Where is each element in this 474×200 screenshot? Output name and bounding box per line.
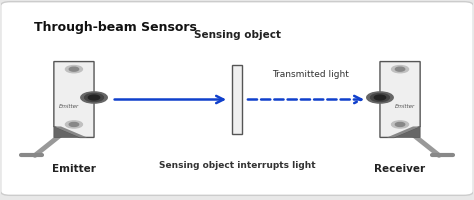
Polygon shape	[380, 62, 420, 138]
Text: Receiver: Receiver	[374, 164, 426, 174]
Circle shape	[395, 123, 405, 127]
Circle shape	[88, 96, 100, 100]
Circle shape	[392, 66, 409, 73]
Text: Emitter: Emitter	[59, 103, 79, 108]
Text: Transmitted light: Transmitted light	[272, 70, 349, 79]
Circle shape	[371, 94, 390, 102]
Text: Through-beam Sensors: Through-beam Sensors	[34, 21, 197, 33]
FancyBboxPatch shape	[0, 3, 474, 195]
Circle shape	[84, 94, 103, 102]
Polygon shape	[54, 127, 80, 138]
Text: Sensing object: Sensing object	[193, 29, 281, 39]
Polygon shape	[394, 127, 420, 138]
Text: Emitter: Emitter	[52, 164, 96, 174]
Polygon shape	[387, 127, 420, 138]
Polygon shape	[54, 127, 87, 138]
FancyBboxPatch shape	[232, 65, 242, 135]
Circle shape	[81, 92, 107, 104]
Text: Emitter: Emitter	[395, 103, 415, 108]
Circle shape	[392, 121, 409, 128]
Circle shape	[65, 66, 82, 73]
Circle shape	[69, 123, 79, 127]
Text: Sensing object interrupts light: Sensing object interrupts light	[159, 160, 315, 169]
Circle shape	[395, 68, 405, 72]
Circle shape	[367, 92, 393, 104]
Polygon shape	[54, 62, 94, 138]
Circle shape	[65, 121, 82, 128]
Circle shape	[69, 68, 79, 72]
Circle shape	[374, 96, 386, 100]
